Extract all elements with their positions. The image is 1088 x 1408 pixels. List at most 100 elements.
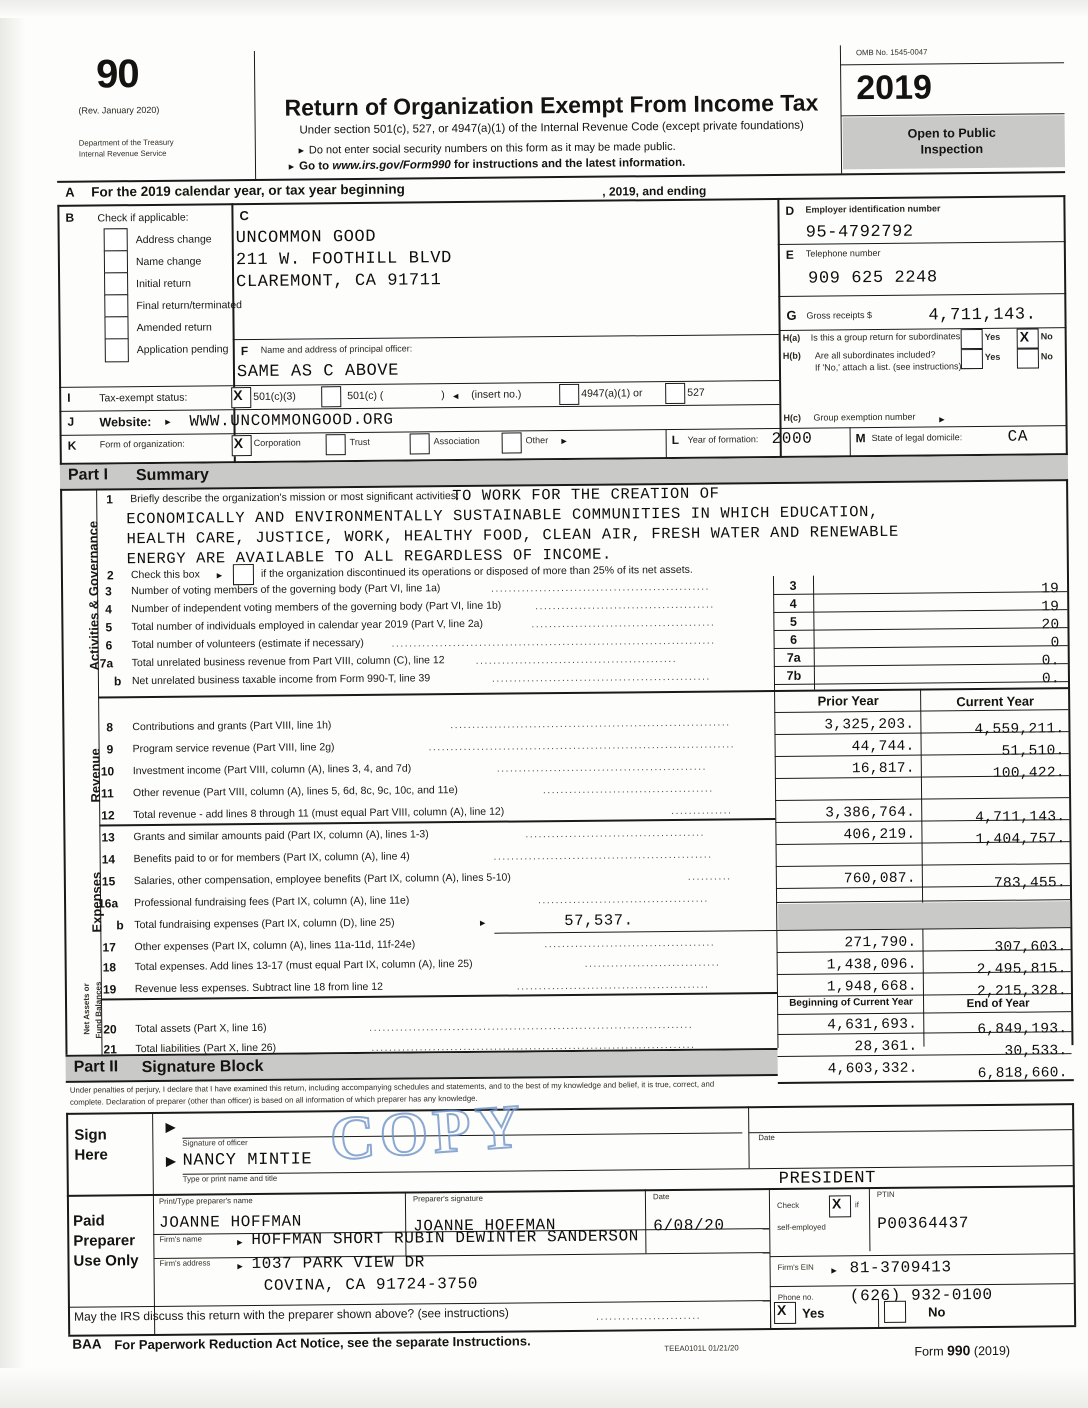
line-hc-letter: H(c) — [783, 412, 801, 423]
expense-row-6: 19 Revenue less expenses. Subtract line … — [56, 25, 1071, 1000]
checkbox-initial-return[interactable] — [104, 272, 129, 297]
irs-url-link[interactable]: www.irs.gov/Form990 — [332, 159, 451, 173]
line-b-option-5[interactable]: Application pending — [56, 25, 1064, 363]
header-prior-year: Prior Year — [817, 692, 879, 709]
revenue-row-2: 10 Investment income (Part VIII, column … — [56, 25, 1069, 782]
officer-date-label: Date — [758, 1133, 775, 1143]
paid-preparer-line3: Use Only — [73, 1252, 139, 1270]
website-value[interactable]: WWW.UNCOMMONGOOD.ORG — [189, 410, 394, 431]
revenue-label-3: Other revenue (Part VIII, column (A), li… — [132, 784, 458, 800]
line-hc-text: Group exemption number — [813, 411, 916, 423]
count-line-no-3: 6 — [105, 638, 113, 653]
checkbox-address-change[interactable] — [103, 228, 128, 253]
checkbox-hb-yes[interactable] — [960, 348, 983, 370]
line-16b-arrow-icon: ► — [478, 917, 488, 928]
line-b-title: Check if applicable: — [97, 211, 189, 225]
line-k-letter: K — [67, 438, 77, 453]
revenue-label-0: Contributions and grants (Part VIII, lin… — [132, 719, 332, 734]
netassets-label-0: Total assets (Part X, line 16) — [135, 1021, 267, 1036]
checkbox-trust[interactable] — [325, 434, 346, 456]
line-b-option-label-5: Application pending — [136, 343, 229, 357]
omb-number: OMB No. 1545-0047 — [855, 47, 928, 58]
revenue-current-3 — [925, 787, 1065, 788]
line-c-letter: C — [239, 208, 249, 224]
checkbox-hb-no[interactable] — [1016, 348, 1039, 369]
line-i-opt3: 4947(a)(1) or — [581, 387, 643, 400]
line-2-arrow-icon: ► — [214, 570, 224, 581]
expense-label-2: Salaries, other compensation, employee b… — [133, 871, 511, 888]
line-b-option-0[interactable]: Address change — [56, 25, 1064, 253]
line-j-letter: J — [67, 414, 75, 429]
part2-label: Part II — [73, 1058, 119, 1076]
ptin-label: PTIN — [876, 1189, 895, 1200]
line-b-option-3[interactable]: Final return/terminated — [56, 25, 1064, 319]
checkbox-irs-discuss-no[interactable] — [883, 1300, 907, 1323]
signature-arrow-icon-2: ► — [162, 1151, 180, 1171]
count-label-5: Net unrelated business taxable income fr… — [131, 672, 431, 688]
line-e-letter: E — [785, 247, 794, 262]
org-name: UNCOMMON GOOD — [235, 227, 377, 249]
line-16b-row: b Total fundraising expenses (Part IX, c… — [56, 25, 1071, 935]
form-ref-prefix: Form — [914, 1344, 948, 1359]
scan-edge-top — [0, 0, 1088, 18]
count-label-2: Total number of individuals employed in … — [131, 617, 484, 634]
part2-title: Signature Block — [141, 1057, 264, 1077]
line-d-letter: D — [785, 203, 795, 218]
count-value-5: 0. — [1041, 671, 1061, 688]
expense-label-1: Benefits paid to or for members (Part IX… — [133, 850, 410, 866]
ein-value: 95-4792792 — [805, 222, 914, 243]
checkbox-association[interactable] — [409, 433, 430, 455]
line-b-option-label-4: Amended return — [136, 321, 212, 335]
checkbox-name-change[interactable] — [103, 250, 129, 275]
line-hb-yes-label: Yes — [984, 351, 1001, 362]
scan-edge-bottom — [0, 1368, 1088, 1408]
principal-officer-value: SAME AS C ABOVE — [236, 361, 400, 383]
checkbox-other[interactable] — [501, 432, 522, 454]
expense-label-4: Other expenses (Part IX, column (A), lin… — [134, 938, 416, 954]
count-line-no-1: 4 — [105, 602, 113, 617]
checkbox-501c[interactable] — [321, 386, 342, 408]
checkbox-discontinued[interactable] — [232, 563, 255, 586]
firm-name-value: HOFFMAN SHORT RUBIN DEWINTER SANDERSON — [251, 1227, 640, 1250]
line-b-option-label-0: Address change — [135, 233, 212, 247]
open-to-public-line2: Inspection — [920, 141, 984, 157]
firm-address-arrow-icon: ► — [235, 1261, 245, 1272]
checkbox-ha-yes[interactable] — [960, 328, 983, 350]
i-501c3-x-mark: X — [233, 387, 243, 404]
firm-ein-value: 81-3709413 — [849, 1258, 952, 1278]
line-b-option-label-2: Initial return — [136, 277, 192, 291]
hc-arrow-icon: ► — [937, 414, 947, 425]
checkbox-final-return[interactable] — [104, 294, 129, 319]
expense-row-5: 18 Total expenses. Add lines 13-17 (must… — [56, 25, 1071, 978]
revenue-current-2: 100,422. — [992, 765, 1065, 782]
expense-prior-5: 1,438,096. — [826, 956, 917, 974]
revenue-current-0: 4,559,211. — [974, 721, 1065, 739]
form-ref-number: 990 — [946, 1342, 971, 1359]
line-f-letter: F — [240, 344, 249, 359]
side-label-activities: Activities & Governance — [85, 520, 102, 671]
count-line-no-2: 5 — [105, 620, 113, 635]
preparer-check-if: if — [854, 1200, 859, 1210]
line-b-option-4[interactable]: Amended return — [56, 25, 1064, 341]
line-m-letter: M — [855, 431, 866, 446]
line-b-option-1[interactable]: Name change — [56, 25, 1064, 275]
line-g-letter: G — [786, 307, 797, 323]
year-of-formation-value: 2000 — [771, 429, 813, 449]
checkbox-application-pending[interactable] — [104, 338, 129, 363]
expense-current-2: 783,455. — [993, 875, 1067, 892]
checkbox-527[interactable] — [665, 382, 686, 405]
k-corp-x-mark: X — [233, 435, 244, 452]
checkbox-4947a1[interactable] — [559, 383, 580, 406]
line-a-text: For the 2019 calendar year, or tax year … — [91, 181, 405, 200]
line-k-opt3: Association — [433, 435, 480, 447]
form-bullet-2-row: ► Go to www.irs.gov/Form990 for instruct… — [287, 155, 847, 173]
firm-ein-label: Firm's EIN — [777, 1262, 814, 1272]
count-line-no-4: 7a — [99, 656, 114, 671]
revenue-no-1: 9 — [106, 742, 114, 757]
checkbox-amended-return[interactable] — [104, 316, 129, 341]
revenue-label-1: Program service revenue (Part VIII, line… — [132, 741, 335, 756]
header-current-year: Current Year — [956, 693, 1035, 710]
line-e-label: Telephone number — [805, 247, 881, 259]
line-b-option-2[interactable]: Initial return — [56, 25, 1064, 297]
revenue-row-4: 12 Total revenue - add lines 8 through 1… — [56, 25, 1070, 826]
